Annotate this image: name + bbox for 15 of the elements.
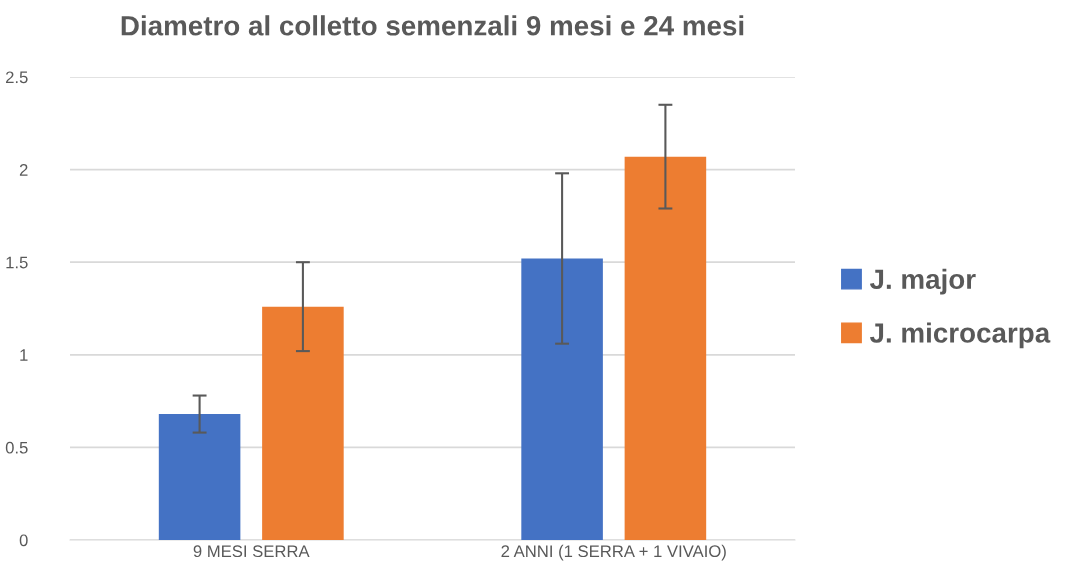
x-tick-label: 9 MESI SERRA bbox=[193, 545, 310, 558]
y-tick-label: 2.5 bbox=[6, 71, 28, 84]
bar bbox=[624, 156, 707, 540]
bar bbox=[262, 306, 344, 540]
chart-title: Diametro al colletto semenzali 9 mesi e 24 mesi bbox=[121, 15, 744, 36]
legend-label: J. major bbox=[869, 268, 976, 295]
legend-label: J. microcarpa bbox=[869, 322, 1051, 349]
bar bbox=[158, 414, 241, 540]
y-tick-label: 1.5 bbox=[6, 256, 28, 269]
y-tick-label: 0.5 bbox=[5, 441, 28, 454]
y-tick-label: 2 bbox=[19, 164, 28, 176]
y-tick-label: 1 bbox=[20, 349, 28, 361]
x-tick-label: 2 ANNI (1 SERRA + 1 VIVAIO) bbox=[501, 544, 726, 561]
bar bbox=[521, 258, 603, 540]
y-tick-label: 0 bbox=[19, 534, 28, 547]
